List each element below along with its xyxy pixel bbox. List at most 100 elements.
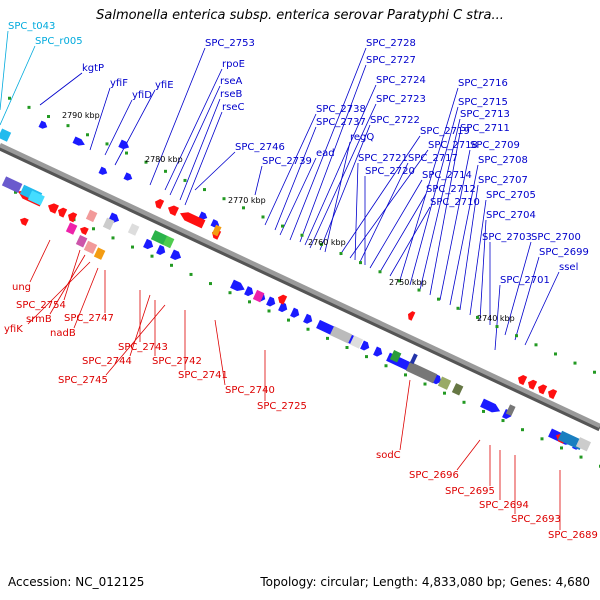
- gene-label-forward[interactable]: SPC_2720: [365, 166, 415, 177]
- gene-label-forward[interactable]: kgtP: [82, 63, 104, 74]
- gene-label-reverse[interactable]: nadB: [50, 328, 76, 339]
- reverse-gene[interactable]: [19, 216, 29, 226]
- gene-label-forward[interactable]: SPC_2722: [370, 115, 420, 126]
- gene-label-forward[interactable]: SPC_2711: [460, 123, 510, 134]
- gene-label-reverse[interactable]: SPC_2742: [152, 356, 202, 367]
- gene-label-reverse[interactable]: SPC_2695: [445, 486, 495, 497]
- reverse-gene[interactable]: [153, 198, 165, 210]
- forward-gene[interactable]: [360, 340, 371, 352]
- gene-label-forward[interactable]: rseA: [220, 76, 242, 87]
- gene-block[interactable]: [1, 176, 23, 194]
- forward-gene[interactable]: [98, 166, 109, 177]
- gene-block[interactable]: [75, 235, 88, 248]
- forward-gene[interactable]: [480, 398, 502, 416]
- reverse-gene[interactable]: [516, 374, 528, 386]
- gene-label-forward[interactable]: SPC_2728: [366, 38, 416, 49]
- gene-label-forward[interactable]: SPC_2717: [408, 153, 458, 164]
- gene-label-forward[interactable]: yfiD: [132, 90, 152, 101]
- forward-gene[interactable]: [72, 136, 87, 147]
- gene-label-forward[interactable]: SPC_2723: [376, 94, 426, 105]
- forward-gene[interactable]: [156, 244, 167, 257]
- gene-block[interactable]: [329, 325, 353, 344]
- gene-block[interactable]: [437, 376, 452, 390]
- gene-label-forward[interactable]: SPC_2713: [460, 109, 510, 120]
- gene-block[interactable]: [349, 335, 364, 349]
- gene-label-forward[interactable]: rpoE: [222, 59, 245, 70]
- gene-label-reverse[interactable]: SPC_2744: [82, 356, 132, 367]
- gene-label-rna[interactable]: SPC_r005: [35, 36, 83, 47]
- gene-label-forward[interactable]: ead: [316, 148, 335, 159]
- rna-block[interactable]: [0, 128, 12, 142]
- gene-label-forward[interactable]: SPC_2718: [428, 140, 478, 151]
- gene-label-reverse[interactable]: SPC_2741: [178, 370, 228, 381]
- forward-gene[interactable]: [266, 296, 277, 308]
- gene-label-forward[interactable]: SPC_2738: [316, 104, 366, 115]
- gene-label-reverse[interactable]: ung: [12, 282, 31, 293]
- gene-label-forward[interactable]: SPC_2716: [458, 78, 508, 89]
- gene-label-forward[interactable]: SPC_2714: [422, 170, 472, 181]
- gene-label-forward[interactable]: SPC_2719: [420, 126, 470, 137]
- gene-block[interactable]: [252, 289, 265, 303]
- gene-block[interactable]: [505, 404, 516, 416]
- reverse-gene[interactable]: [276, 293, 288, 305]
- gene-block[interactable]: [211, 224, 222, 237]
- reverse-gene[interactable]: [166, 204, 179, 216]
- gene-label-forward[interactable]: SPC_2703: [482, 232, 532, 243]
- gene-label-reverse[interactable]: srmB: [26, 314, 52, 325]
- gene-label-reverse[interactable]: SPC_2725: [257, 401, 307, 412]
- forward-gene[interactable]: [244, 286, 255, 298]
- gene-block[interactable]: [85, 209, 98, 223]
- forward-gene[interactable]: [118, 139, 130, 151]
- gene-block[interactable]: [162, 235, 175, 249]
- forward-gene[interactable]: [38, 120, 49, 131]
- gene-label-forward[interactable]: SPC_2715: [458, 97, 508, 108]
- reverse-gene[interactable]: [66, 211, 78, 223]
- gene-block[interactable]: [102, 217, 115, 231]
- gene-label-forward[interactable]: yfiF: [110, 78, 128, 89]
- gene-block[interactable]: [65, 222, 78, 235]
- forward-gene[interactable]: [432, 374, 443, 386]
- gene-label-reverse[interactable]: SPC_2743: [118, 342, 168, 353]
- forward-gene[interactable]: [290, 307, 301, 320]
- gene-block[interactable]: [83, 240, 98, 255]
- gene-label-reverse[interactable]: SPC_2745: [58, 375, 108, 386]
- gene-label-forward[interactable]: SPC_2709: [470, 140, 520, 151]
- reverse-gene[interactable]: [536, 383, 548, 395]
- gene-block[interactable]: [27, 190, 45, 206]
- gene-label-forward[interactable]: SPC_2721: [358, 153, 408, 164]
- gene-label-forward[interactable]: SPC_2699: [539, 247, 589, 258]
- gene-label-reverse[interactable]: SPC_2689: [548, 530, 598, 541]
- gene-block[interactable]: [575, 437, 591, 452]
- gene-label-forward[interactable]: regQ: [350, 132, 374, 143]
- gene-label-rna[interactable]: SPC_t043: [8, 21, 55, 32]
- gene-label-reverse[interactable]: SPC_2740: [225, 385, 275, 396]
- gene-label-reverse[interactable]: SPC_2747: [64, 313, 114, 324]
- forward-gene[interactable]: [373, 346, 384, 359]
- gene-label-reverse[interactable]: SPC_2754: [16, 300, 66, 311]
- forward-gene[interactable]: [170, 249, 183, 261]
- reverse-gene[interactable]: [56, 206, 68, 218]
- reverse-gene[interactable]: [546, 388, 558, 400]
- gene-label-forward[interactable]: SPC_2708: [478, 155, 528, 166]
- gene-block[interactable]: [451, 383, 464, 396]
- gene-label-forward[interactable]: SPC_2707: [478, 175, 528, 186]
- forward-gene[interactable]: [278, 302, 289, 314]
- gene-label-forward[interactable]: SPC_2700: [531, 232, 581, 243]
- gene-block[interactable]: [409, 353, 418, 365]
- reverse-gene[interactable]: [46, 201, 59, 214]
- gene-label-forward[interactable]: rseB: [220, 89, 242, 100]
- gene-label-forward[interactable]: SPC_2710: [430, 197, 480, 208]
- gene-label-forward[interactable]: SPC_2704: [486, 210, 536, 221]
- gene-label-forward[interactable]: SPC_2712: [426, 184, 476, 195]
- gene-label-forward[interactable]: SPC_2739: [262, 156, 312, 167]
- gene-label-forward[interactable]: ssel: [559, 262, 578, 273]
- gene-label-forward[interactable]: yfiE: [155, 80, 174, 91]
- forward-gene[interactable]: [230, 279, 246, 294]
- gene-label-reverse[interactable]: SPC_2694: [479, 500, 529, 511]
- gene-label-reverse[interactable]: SPC_2693: [511, 514, 561, 525]
- gene-label-forward[interactable]: SPC_2705: [486, 190, 536, 201]
- gene-label-reverse[interactable]: sodC: [376, 450, 401, 461]
- gene-label-reverse[interactable]: yfiK: [4, 324, 23, 335]
- gene-label-forward[interactable]: SPC_2753: [205, 38, 255, 49]
- gene-block[interactable]: [150, 230, 168, 246]
